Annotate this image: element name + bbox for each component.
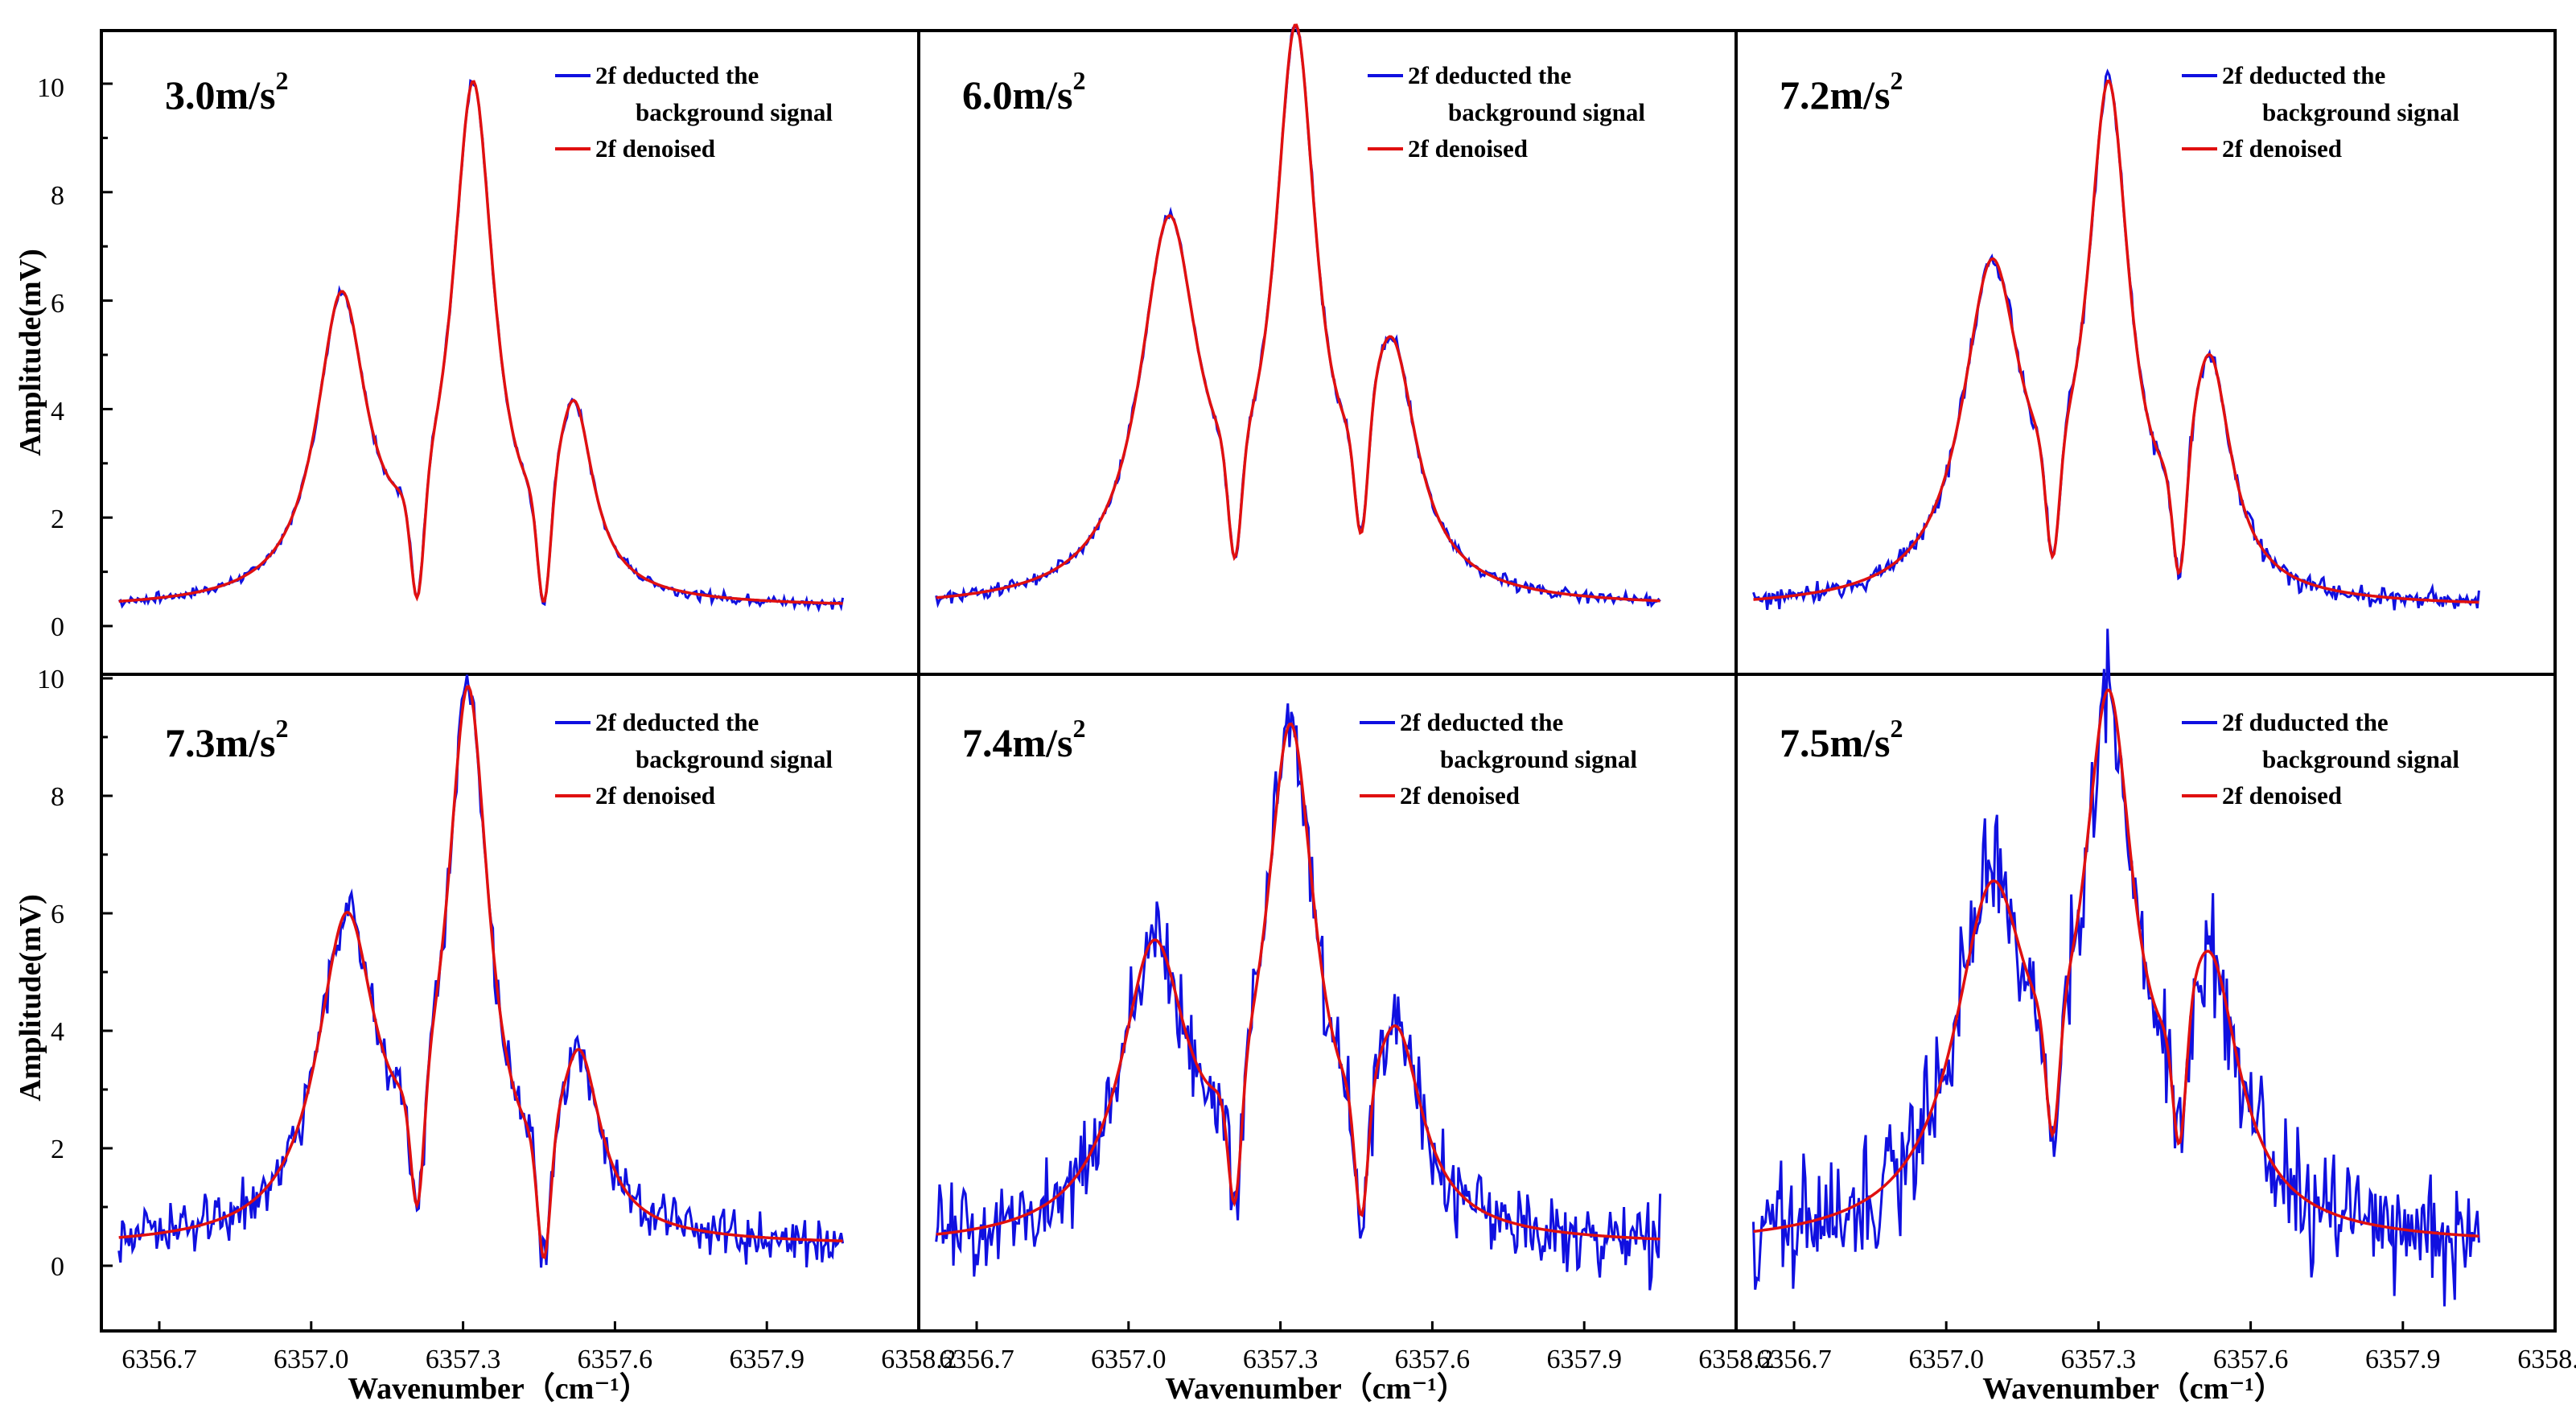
legend-noisy-line2: background signal xyxy=(1440,745,1637,773)
figure-frame xyxy=(100,29,2557,1333)
series-line-noisy xyxy=(935,703,1662,1291)
y-ticks-top: 0 2 4 6 8 10 xyxy=(37,73,64,642)
legend-noisy-line2: background signal xyxy=(1448,98,1645,126)
y-tick-bottom-2: 2 xyxy=(51,1135,64,1164)
legend-noisy-line2: background signal xyxy=(636,745,833,773)
y-tick-bottom-8: 8 xyxy=(51,782,64,812)
accel-label: 7.4m/s2 xyxy=(962,714,1086,765)
x-tick-label: 6357.6 xyxy=(1395,1345,1471,1374)
x-tick-label: 6357.9 xyxy=(1546,1345,1622,1374)
x-axis-title-2: Wavenumber（cm⁻¹） xyxy=(1165,1372,1467,1406)
y-tick-bottom-0: 0 xyxy=(51,1252,64,1282)
legend-noisy-line1: 2f duducted the xyxy=(2222,708,2389,736)
x-tick-label: 6357.6 xyxy=(578,1345,653,1374)
x-tick-labels: 6356.7 6357.0 6357.3 6357.6 6357.9 6358.26356… xyxy=(121,1321,2576,1374)
x-tick-label: 6356.7 xyxy=(121,1345,197,1374)
series-line-denoised xyxy=(118,80,843,605)
x-tick-label: 6358.2 xyxy=(2517,1345,2576,1374)
legend-noisy-line2: background signal xyxy=(2262,745,2459,773)
legend-noisy-line1: 2f deducted the xyxy=(2222,61,2385,89)
series-line-denoised xyxy=(118,685,843,1260)
accel-label: 7.3m/s2 xyxy=(165,714,289,765)
x-tick-label: 6357.3 xyxy=(1243,1345,1319,1374)
y-tick-bottom-6: 6 xyxy=(51,900,64,929)
y-tick-bottom-4: 4 xyxy=(51,1017,64,1047)
legend-noisy-line1: 2f deducted the xyxy=(1408,61,1571,89)
legend-noisy-line2: background signal xyxy=(636,98,833,126)
x-tick-label: 6358.2 xyxy=(1698,1345,1774,1374)
series-group xyxy=(117,674,845,1268)
panel-7-2: 7.2m/s2 2f deducted the background signa… xyxy=(1752,61,2480,611)
series-line-denoised xyxy=(936,722,1660,1241)
series-line-noisy xyxy=(1752,628,2480,1307)
x-tick-label: 6357.0 xyxy=(274,1345,349,1374)
y-ticks-bottom: 0 2 4 6 8 10 xyxy=(37,665,64,1282)
legend-denoised: 2f denoised xyxy=(595,134,715,163)
accel-label: 7.2m/s2 xyxy=(1780,66,1903,117)
x-tick-label: 6357.3 xyxy=(426,1345,501,1374)
series-group xyxy=(1752,628,2480,1307)
series-line-denoised xyxy=(936,23,1660,603)
y-tick-top-2: 2 xyxy=(51,505,64,534)
x-tick-label: 6357.0 xyxy=(1908,1345,1984,1374)
x-axis-title-3: Wavenumber（cm⁻¹） xyxy=(1982,1372,2285,1406)
y-tick-top-6: 6 xyxy=(51,289,64,319)
x-tick-label: 6357.0 xyxy=(1091,1345,1167,1374)
series-group xyxy=(935,703,1662,1291)
accel-label: 7.5m/s2 xyxy=(1780,714,1903,765)
series-group xyxy=(1752,68,2480,611)
x-tick-label: 6357.3 xyxy=(2061,1345,2137,1374)
series-line-denoised xyxy=(1753,79,2479,604)
y-tick-top-10: 10 xyxy=(37,73,64,103)
panel-7-3: 7.3m/s2 2f deducted the background signa… xyxy=(117,674,845,1268)
legend-noisy-line1: 2f deducted the xyxy=(595,61,759,89)
x-tick-label: 6356.7 xyxy=(1756,1345,1832,1374)
panel-7-5: 7.5m/s2 2f duducted the background signa… xyxy=(1752,628,2480,1307)
x-tick-label: 6357.9 xyxy=(2365,1345,2441,1374)
y-tick-top-8: 8 xyxy=(51,181,64,211)
panel-7-4: 7.4m/s2 2f deducted the background signa… xyxy=(935,703,1662,1291)
y-tick-bottom-10: 10 xyxy=(37,665,64,694)
y-axis-title-top: Amplitude(mV) xyxy=(14,249,47,456)
series-line-noisy xyxy=(1752,68,2480,611)
series-line-denoised xyxy=(1753,688,2479,1238)
y-axis-title-bottom: Amplitude(mV) xyxy=(14,894,47,1102)
x-axis-title-1: Wavenumber（cm⁻¹） xyxy=(348,1372,650,1406)
x-tick-label: 6356.7 xyxy=(939,1345,1014,1374)
legend-denoised: 2f denoised xyxy=(595,781,715,809)
legend-denoised: 2f denoised xyxy=(1400,781,1520,809)
legend-noisy-line1: 2f deducted the xyxy=(1400,708,1563,736)
legend-denoised: 2f denoised xyxy=(2222,134,2342,163)
legend-noisy-line2: background signal xyxy=(2262,98,2459,126)
panel-3-0: 3.0m/s2 2f deducted the background signa… xyxy=(117,61,845,613)
x-tick-label: 6357.9 xyxy=(729,1345,804,1374)
legend-denoised: 2f denoised xyxy=(2222,781,2342,809)
x-tick-label: 6357.6 xyxy=(2213,1345,2289,1374)
accel-label: 3.0m/s2 xyxy=(165,66,289,117)
panel-6-0: 6.0m/s2 2f deducted the background signa… xyxy=(935,23,1661,608)
y-tick-top-4: 4 xyxy=(51,397,64,426)
series-line-noisy xyxy=(117,79,845,613)
legend-denoised: 2f denoised xyxy=(1408,134,1528,163)
x-tick-label: 6358.2 xyxy=(881,1345,957,1374)
legend-noisy-line1: 2f deducted the xyxy=(595,708,759,736)
series-group xyxy=(117,79,845,613)
y-tick-top-0: 0 xyxy=(51,612,64,642)
series-group xyxy=(935,23,1661,608)
accel-label: 6.0m/s2 xyxy=(962,66,1086,117)
